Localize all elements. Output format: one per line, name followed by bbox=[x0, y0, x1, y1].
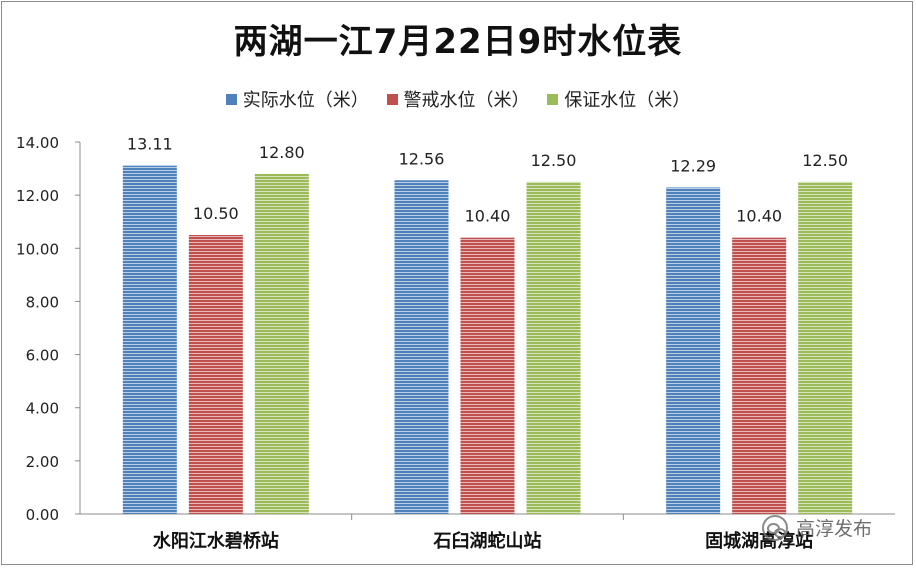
bar-warning-0 bbox=[188, 235, 243, 514]
data-label-actual-1: 12.56 bbox=[399, 149, 445, 168]
data-label-warning-2: 10.40 bbox=[736, 207, 782, 226]
data-label-guarantee-0: 12.80 bbox=[259, 143, 305, 162]
data-label-actual-2: 12.29 bbox=[670, 156, 716, 175]
legend-label-actual: 实际水位（米） bbox=[242, 90, 369, 111]
legend-label-warning: 警戒水位（米） bbox=[403, 90, 530, 111]
data-label-actual-0: 13.11 bbox=[127, 135, 173, 154]
bar-guarantee-2 bbox=[798, 181, 853, 514]
category-label-1: 石臼湖蛇山站 bbox=[433, 530, 542, 552]
y-tick-label: 8.00 bbox=[26, 293, 59, 311]
bar-guarantee-1 bbox=[526, 181, 581, 514]
axes: 0.00 2.00 4.00 6.00 8.00 10.00 12.00 14.00 水阳江水碧… bbox=[16, 134, 895, 552]
bar-actual-1 bbox=[394, 180, 449, 514]
y-tick-label: 2.00 bbox=[26, 453, 59, 471]
y-tick-label: 4.00 bbox=[26, 400, 59, 418]
data-labels: 13.11 10.50 12.80 12.56 10.40 12.50 12.29 10.40… bbox=[127, 135, 848, 226]
data-label-warning-0: 10.50 bbox=[193, 204, 239, 223]
data-label-guarantee-2: 12.50 bbox=[802, 151, 848, 170]
bars bbox=[122, 165, 853, 515]
y-tick-label: 0.00 bbox=[26, 506, 59, 524]
bar-actual-0 bbox=[122, 165, 177, 515]
bar-actual-2 bbox=[666, 187, 721, 515]
y-tick-label: 12.00 bbox=[16, 187, 59, 205]
watermark-text: 高淳发布 bbox=[796, 518, 873, 540]
category-label-0: 水阳江水碧桥站 bbox=[153, 530, 279, 552]
y-tick-label: 6.00 bbox=[26, 347, 59, 365]
chart-legend: 实际水位（米） 警戒水位（米） 保证水位（米） bbox=[0, 86, 916, 112]
legend-item-guarantee: 保证水位（米） bbox=[547, 86, 690, 112]
legend-item-warning: 警戒水位（米） bbox=[386, 86, 530, 112]
watermark: 高淳发布 bbox=[762, 514, 872, 541]
bar-guarantee-0 bbox=[254, 173, 309, 514]
data-label-guarantee-1: 12.50 bbox=[531, 151, 577, 170]
bar-warning-2 bbox=[732, 237, 787, 514]
wechat-icon bbox=[762, 514, 788, 541]
legend-item-actual: 实际水位（米） bbox=[225, 86, 369, 112]
legend-swatch-guarantee bbox=[547, 93, 559, 105]
legend-swatch-actual bbox=[225, 93, 237, 105]
legend-label-guarantee: 保证水位（米） bbox=[564, 90, 691, 111]
category-label-2: 固城湖高淳站 bbox=[705, 530, 813, 552]
data-label-warning-1: 10.40 bbox=[465, 207, 511, 226]
y-tick-label: 14.00 bbox=[16, 134, 59, 152]
chart-title: 两湖一江7月22日9时水位表 bbox=[233, 22, 683, 62]
legend-swatch-warning bbox=[386, 93, 398, 105]
bar-warning-1 bbox=[460, 237, 515, 514]
y-tick-label: 10.00 bbox=[16, 240, 59, 258]
